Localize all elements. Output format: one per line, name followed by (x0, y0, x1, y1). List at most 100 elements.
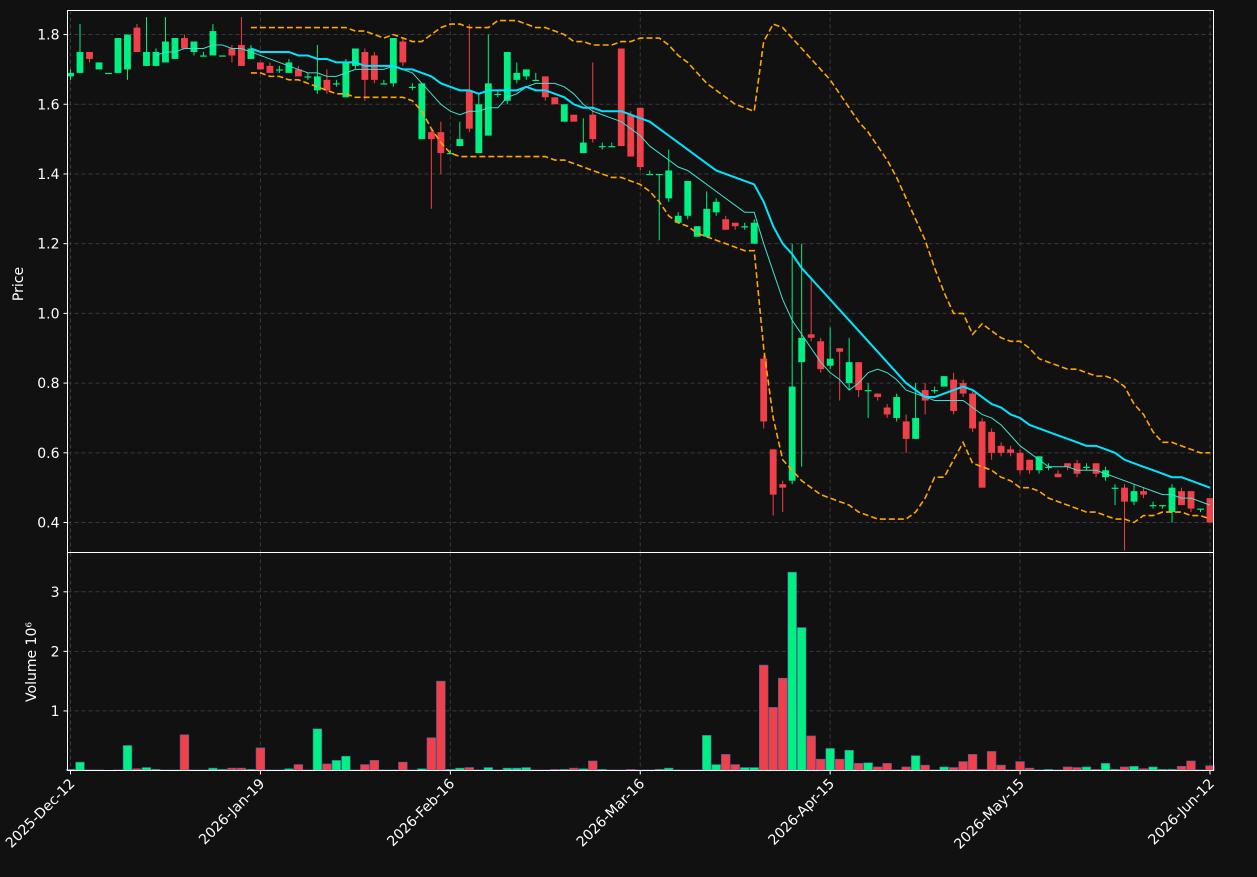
candle-body (627, 114, 635, 157)
candle-body (408, 86, 416, 89)
candle-body (779, 484, 787, 488)
volume-bar (322, 763, 332, 771)
candle-body (133, 27, 141, 52)
volume-bar (996, 764, 1006, 771)
candle-body (760, 358, 768, 422)
candle-body (67, 72, 74, 77)
y-tick-label: 1.4 (37, 167, 59, 183)
candle-body (171, 38, 179, 59)
candle-body (1121, 487, 1128, 502)
volume-bar (1100, 763, 1111, 771)
volume-bar (255, 747, 266, 771)
volume-bar (588, 760, 598, 771)
volume-bar (834, 758, 845, 771)
candle-body (209, 31, 217, 56)
candle-body (342, 62, 350, 98)
volume-bar (369, 760, 380, 771)
candle-body (370, 55, 378, 80)
candle-body (484, 83, 492, 136)
candle-body (541, 76, 549, 98)
candle-body (427, 132, 435, 140)
candle-body (731, 222, 739, 227)
candle-body (817, 341, 825, 370)
candle-body (275, 69, 283, 71)
volume-bar (939, 766, 949, 771)
candle-body (124, 34, 131, 70)
y-tick-label: 1.0 (37, 306, 59, 322)
overlay-line (250, 72, 1211, 524)
candle-body (247, 48, 255, 59)
volume-bar (702, 735, 712, 771)
volume-bar (844, 749, 854, 771)
volume-bar (872, 766, 883, 771)
volume-bar (426, 737, 437, 771)
candle-body (741, 226, 749, 228)
candle-body (570, 114, 578, 122)
candle-body (978, 421, 986, 488)
candle-body (769, 449, 777, 495)
candle-body (1149, 505, 1157, 507)
y-tick-label: 1.8 (37, 28, 59, 44)
candle-body (722, 219, 730, 230)
overlay-line (250, 47, 1211, 489)
candle-body (389, 38, 397, 84)
candle-body (988, 431, 996, 453)
candle-body (1092, 463, 1100, 474)
candle-body (950, 379, 958, 411)
candle-body (446, 153, 454, 155)
candle-body (1035, 456, 1043, 471)
volume-bar (825, 748, 835, 771)
candle-body (285, 62, 293, 73)
candle-body (313, 76, 321, 91)
candle-body (256, 62, 264, 70)
candle-body (874, 393, 882, 398)
volume-bar (920, 764, 930, 771)
candle-body (1140, 491, 1147, 495)
candle-body (1111, 487, 1119, 489)
volume-bar (179, 734, 190, 771)
candle-body (750, 222, 758, 244)
y-tick-label: 1 (51, 704, 60, 720)
candle-body (513, 72, 521, 80)
candle-body (798, 337, 806, 363)
candle-body (921, 390, 929, 401)
candle-body (655, 173, 663, 176)
candle-body (617, 48, 625, 147)
candle-body (1159, 505, 1166, 507)
candle-body (475, 104, 483, 154)
volume-bar (806, 735, 816, 771)
volume-bar (910, 755, 921, 771)
overlay-line (250, 19, 1210, 454)
candle-body (636, 107, 644, 168)
candle-body (522, 69, 530, 77)
overlay-line (155, 44, 1211, 506)
candle-body (608, 146, 616, 148)
candle-body (712, 201, 720, 213)
volume-bar (1062, 766, 1073, 771)
candle-body (219, 55, 226, 57)
candle-body (105, 72, 112, 75)
candle-body (228, 48, 236, 56)
volume-bar (853, 763, 864, 771)
candle-body (883, 407, 891, 415)
candle-body (674, 215, 682, 223)
candle-body (494, 93, 502, 96)
candle-body (456, 139, 464, 147)
candle-body (855, 362, 863, 391)
candle-body (1168, 487, 1176, 513)
candle-body (646, 173, 654, 176)
volume-bar (816, 758, 826, 771)
volume-bar (398, 761, 408, 771)
volume-bar (360, 764, 370, 771)
candle-body (200, 55, 207, 57)
candle-body (332, 83, 340, 85)
candle-body (864, 390, 872, 392)
y-tick-label: 1.2 (37, 237, 59, 253)
volume-bar (958, 761, 968, 771)
candle-body (1064, 463, 1071, 467)
volume-bar (293, 764, 304, 771)
volume-bar (122, 745, 133, 771)
candle-body (266, 65, 274, 73)
candle-body (323, 79, 331, 91)
volume-bar (863, 762, 873, 771)
